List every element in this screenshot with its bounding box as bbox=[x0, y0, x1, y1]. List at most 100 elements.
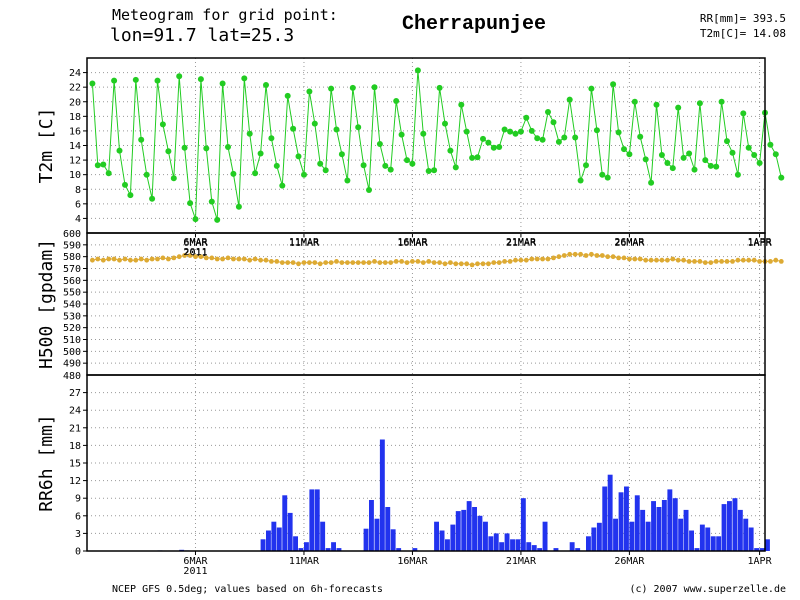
panel1-data-point bbox=[610, 81, 617, 88]
panel3-bar bbox=[472, 507, 477, 551]
panel1-data-point bbox=[382, 162, 389, 169]
panel3-ytick-label: 15 bbox=[69, 459, 81, 470]
panel1-xtick-label: 21MAR bbox=[506, 237, 537, 248]
panel1-data-point bbox=[414, 67, 421, 74]
panel2-data-point bbox=[735, 257, 741, 263]
panel3-bar bbox=[466, 501, 472, 551]
panel2-data-point bbox=[665, 257, 670, 263]
panel2-data-point bbox=[214, 256, 220, 262]
panel1-data-point bbox=[306, 88, 313, 95]
panel2-data-point bbox=[301, 260, 307, 265]
panel2-data-point bbox=[681, 257, 686, 263]
panel3-bar bbox=[271, 521, 277, 551]
panel3-xtick-label: 16MAR bbox=[397, 556, 428, 567]
panel1-data-point bbox=[713, 163, 720, 170]
panel3-bar bbox=[748, 527, 754, 551]
panel1-data-point bbox=[355, 124, 362, 131]
panel3-xtick-label: 21MAR bbox=[506, 556, 537, 567]
panel1-data-point bbox=[143, 171, 150, 178]
panel3-bar bbox=[569, 542, 575, 551]
panel1-data-point bbox=[159, 121, 166, 128]
panel1-data-point bbox=[393, 98, 400, 104]
panel2-data-point bbox=[724, 259, 730, 264]
panel1-data-point bbox=[284, 92, 291, 99]
panel1-data-point bbox=[653, 101, 660, 108]
panel2-data-point bbox=[610, 254, 616, 260]
panel3-ytick-label: 21 bbox=[69, 423, 81, 434]
panel3-bar bbox=[721, 504, 727, 551]
panel1-data-point bbox=[545, 109, 551, 115]
panel3-bar bbox=[754, 548, 760, 551]
panel1-data-point bbox=[436, 84, 443, 91]
panel3-bar bbox=[531, 545, 537, 551]
panel2-data-point bbox=[334, 259, 339, 264]
panel1-data-point bbox=[290, 125, 297, 132]
panel1-xtick-label: 26MAR bbox=[614, 238, 645, 249]
panel1-data-point bbox=[772, 151, 779, 158]
panel3-bar bbox=[369, 500, 374, 551]
panel2-data-point bbox=[220, 256, 226, 262]
panel2-data-point bbox=[513, 257, 518, 263]
panel1-data-point bbox=[669, 165, 676, 172]
panel3-bar bbox=[309, 489, 315, 551]
panel1-data-point bbox=[425, 168, 432, 174]
panel3-bar bbox=[461, 509, 467, 551]
panel3-bar bbox=[699, 524, 705, 551]
panel2-data-point bbox=[366, 260, 372, 265]
panel1-data-point bbox=[452, 164, 459, 171]
panel3-bar bbox=[450, 524, 456, 551]
panel2-data-point bbox=[545, 256, 551, 262]
panel1-ytick-label: 12 bbox=[69, 156, 81, 167]
panel2-data-point bbox=[345, 260, 350, 265]
panel1-data-point bbox=[252, 170, 259, 177]
panel1-data-point bbox=[512, 130, 519, 137]
panel1-xtick-label: 11MAR bbox=[289, 238, 320, 249]
panel3-bar bbox=[613, 518, 618, 551]
panel2-data-point bbox=[627, 256, 632, 262]
panel3-bar bbox=[455, 511, 461, 551]
panel2-data-point bbox=[583, 253, 589, 258]
panel1-data-point bbox=[116, 147, 123, 154]
panel3-bar bbox=[385, 507, 391, 551]
panel1-data-point bbox=[366, 187, 372, 193]
panel1-data-point bbox=[333, 126, 340, 133]
panel3-bar bbox=[667, 489, 673, 551]
panel2-data-point bbox=[751, 257, 757, 263]
panel1-data-point bbox=[165, 148, 172, 155]
panel1-data-point bbox=[745, 144, 752, 151]
panel3-bar bbox=[689, 530, 694, 551]
panel2-data-point bbox=[317, 261, 323, 267]
panel3-bar bbox=[325, 548, 331, 551]
panel3-ytick-label: 24 bbox=[69, 406, 81, 417]
panel1-data-point bbox=[197, 76, 204, 83]
panel3-bar bbox=[374, 518, 380, 551]
panel1-data-point bbox=[566, 96, 573, 103]
panel3-ytick-label: 9 bbox=[75, 494, 81, 505]
panel1-data-point bbox=[154, 77, 161, 84]
panel2-data-point bbox=[410, 259, 415, 264]
panel3-bar bbox=[591, 527, 597, 551]
panel3-bar bbox=[727, 501, 732, 551]
panel1-data-point bbox=[480, 135, 486, 142]
panel3-bar bbox=[634, 495, 640, 551]
panel3-ytop-label: 480 bbox=[63, 371, 81, 382]
panel1-data-point bbox=[387, 166, 394, 173]
panel3-xtick-label: 6MAR bbox=[183, 556, 208, 567]
panel1-data-point bbox=[599, 171, 606, 178]
panel3-xtick-label: 1APR bbox=[748, 556, 773, 567]
header-line1: Meteogram for grid point: bbox=[112, 6, 338, 24]
panel2-ytick-label: 490 bbox=[63, 359, 81, 370]
panel2-data-point bbox=[252, 256, 258, 262]
panel3-bar bbox=[396, 548, 402, 551]
panel2-data-point bbox=[225, 255, 231, 261]
panel2-data-point bbox=[616, 255, 621, 261]
panel1-data-point bbox=[680, 154, 687, 161]
panel1-data-point bbox=[404, 157, 410, 164]
panel3-bar bbox=[477, 515, 483, 551]
panel3-bar bbox=[765, 539, 770, 551]
panel1-data-point bbox=[686, 150, 693, 157]
t2m-mean: T2m[C]= 14.08 bbox=[699, 27, 786, 40]
panel2-data-point bbox=[100, 257, 106, 263]
panel3-bar bbox=[602, 486, 608, 551]
panel2-data-point bbox=[648, 257, 654, 263]
